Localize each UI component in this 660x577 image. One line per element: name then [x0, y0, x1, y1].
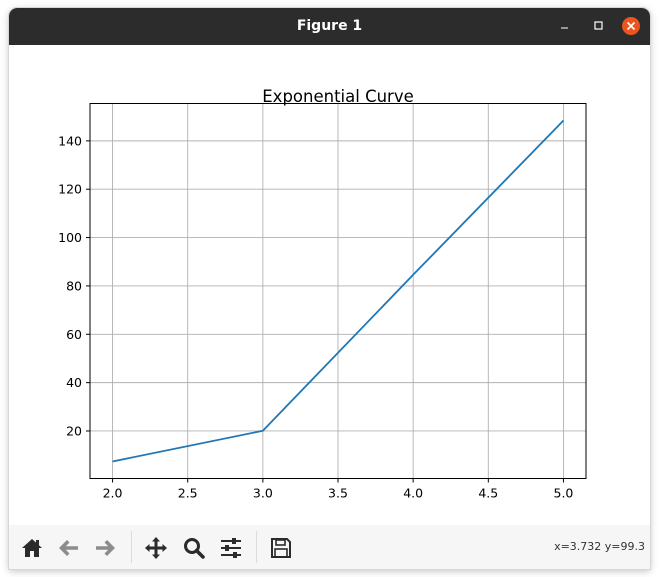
back-button[interactable] [56, 535, 82, 561]
floppy-disk-icon [271, 538, 291, 558]
home-button[interactable] [19, 535, 45, 561]
y-tick-label: 140 [58, 133, 82, 148]
x-axis: 2.0 2.5 3.0 3.5 4.0 4.5 5.0 [103, 478, 574, 501]
maximize-button[interactable] [589, 17, 609, 37]
grid [90, 103, 586, 479]
x-tick-label: 2.5 [178, 486, 198, 501]
pan-button[interactable] [143, 535, 169, 561]
y-tick-label: 20 [66, 423, 82, 438]
maximize-icon [594, 21, 603, 30]
y-tick-label: 60 [66, 327, 82, 342]
close-button[interactable] [622, 17, 640, 35]
arrow-right-icon [96, 540, 115, 556]
series-line [112, 119, 565, 463]
navigation-toolbar: x=3.732 y=99.3 [9, 525, 650, 569]
zoom-button[interactable] [181, 535, 207, 561]
plot-lines [112, 119, 565, 463]
x-tick-label: 4.0 [403, 486, 423, 501]
title-bar: Figure 1 [9, 8, 650, 45]
x-tick-label: 2.0 [103, 486, 123, 501]
y-tick-label: 80 [66, 278, 82, 293]
sliders-icon [221, 538, 241, 558]
save-button[interactable] [268, 535, 294, 561]
configure-subplots-button[interactable] [218, 535, 244, 561]
y-axis: 20 40 60 80 100 120 140 [58, 133, 90, 438]
minimize-button[interactable] [555, 17, 575, 37]
y-tick-label: 100 [58, 230, 82, 245]
x-tick-label: 4.5 [478, 486, 498, 501]
home-icon [22, 539, 42, 557]
close-icon [626, 21, 636, 31]
cursor-coordinates: x=3.732 y=99.3 [554, 540, 645, 553]
x-tick-label: 3.0 [253, 486, 273, 501]
x-tick-label: 3.5 [328, 486, 348, 501]
forward-button[interactable] [92, 535, 118, 561]
magnifier-icon [184, 538, 205, 559]
minimize-icon [561, 27, 568, 29]
chart-title: Exponential Curve [262, 87, 414, 106]
toolbar-separator [131, 531, 132, 563]
figure-window: Figure 1 Exponential Curve 2.0 2.5 3.0 3.5 4… [9, 8, 650, 569]
arrow-left-icon [59, 540, 78, 556]
figure-canvas[interactable]: Exponential Curve 2.0 2.5 3.0 3.5 4.0 4.5 5.0 … [9, 45, 650, 525]
y-tick-label: 120 [58, 182, 82, 197]
y-tick-label: 40 [66, 375, 82, 390]
x-tick-label: 5.0 [554, 486, 574, 501]
chart: Exponential Curve 2.0 2.5 3.0 3.5 4.0 4.5 5.0 … [58, 87, 587, 501]
window-title: Figure 1 [296, 18, 363, 34]
move-icon [145, 537, 167, 559]
toolbar-separator [256, 531, 257, 563]
